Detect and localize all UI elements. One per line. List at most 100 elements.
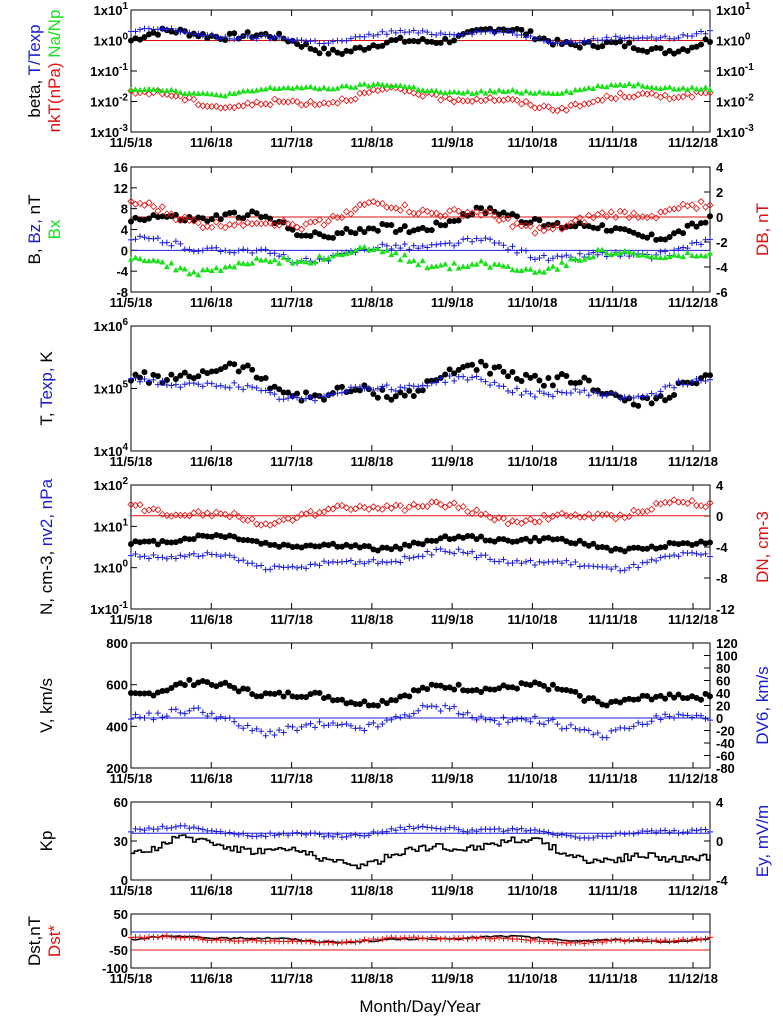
data-point — [217, 713, 224, 720]
data-point — [594, 938, 601, 945]
data-point — [258, 562, 265, 569]
data-point — [140, 201, 149, 209]
data-point — [284, 514, 292, 522]
data-point — [554, 36, 561, 43]
data-point — [639, 559, 646, 566]
data-point — [374, 80, 381, 87]
data-point — [338, 230, 345, 237]
data-point — [401, 251, 408, 258]
data-point — [410, 242, 417, 249]
data-point — [356, 701, 363, 708]
data-point — [365, 89, 373, 97]
data-point — [249, 87, 256, 94]
data-point — [603, 34, 610, 41]
data-point — [702, 378, 709, 385]
data-point — [352, 700, 359, 707]
data-point — [217, 222, 225, 230]
data-point — [531, 229, 539, 237]
data-point — [190, 380, 197, 387]
data-point — [338, 50, 345, 57]
data-point — [333, 99, 342, 107]
y-tick-label: 60 — [114, 795, 128, 810]
data-point — [163, 26, 170, 33]
data-point — [244, 260, 251, 267]
data-point — [630, 561, 637, 568]
data-point — [280, 254, 287, 261]
data-point — [361, 833, 368, 840]
data-point — [329, 98, 337, 106]
data-point — [684, 937, 691, 944]
data-point — [388, 697, 395, 704]
data-point — [217, 35, 224, 42]
data-point — [558, 389, 565, 396]
data-point — [415, 707, 422, 714]
series-2 — [128, 932, 713, 947]
data-point — [280, 35, 287, 42]
y-tick-label: 1x100 — [94, 32, 129, 49]
data-point — [576, 537, 583, 544]
data-point — [639, 251, 646, 258]
data-point — [217, 216, 224, 223]
data-point — [648, 938, 655, 945]
data-point — [271, 731, 278, 738]
data-point — [244, 362, 251, 369]
data-point — [163, 239, 170, 246]
data-point — [329, 719, 336, 726]
data-point — [576, 389, 583, 396]
data-point — [455, 681, 462, 688]
data-point — [208, 215, 215, 222]
data-point — [406, 823, 413, 830]
data-point — [469, 532, 476, 539]
data-point — [536, 34, 543, 41]
data-point — [545, 257, 552, 264]
data-point — [554, 558, 561, 565]
data-point — [648, 556, 655, 563]
series-2 — [128, 25, 713, 47]
data-point — [249, 727, 256, 734]
data-point — [419, 206, 427, 214]
data-point — [306, 507, 315, 515]
data-point — [419, 243, 426, 250]
x-tick-label: 11/10/18 — [507, 971, 557, 986]
data-point — [585, 211, 593, 220]
data-point — [235, 35, 242, 42]
data-point — [410, 710, 417, 717]
data-point — [325, 722, 332, 729]
panel-7: 11/5/18 11/6/18 11/7/18 11/8/18 11/9/18 11/10… — [25, 907, 718, 986]
data-point — [630, 723, 637, 730]
x-tick-label: 11/10/18 — [507, 295, 557, 310]
data-point — [451, 88, 458, 95]
panels-group: 11/5/18 11/6/18 11/7/18 11/8/18 11/9/18 11/10… — [25, 1, 772, 986]
data-point — [666, 691, 673, 698]
data-point — [249, 384, 256, 391]
data-point — [397, 27, 404, 34]
data-point — [518, 31, 525, 38]
data-point — [442, 35, 449, 42]
data-point — [526, 222, 535, 230]
data-point — [693, 376, 700, 383]
data-point — [689, 33, 696, 40]
data-point — [446, 39, 453, 46]
data-point — [621, 938, 628, 945]
data-point — [226, 682, 233, 689]
data-point — [558, 535, 565, 542]
data-point — [469, 687, 476, 694]
data-point — [460, 31, 467, 38]
data-point — [473, 261, 480, 267]
data-point — [168, 934, 175, 941]
data-point — [576, 39, 583, 46]
data-point — [441, 212, 449, 220]
data-point — [495, 514, 503, 522]
data-point — [334, 37, 341, 44]
data-point — [249, 366, 256, 373]
right-y-tick-label: 100 — [716, 649, 738, 664]
data-point — [378, 199, 386, 208]
data-point — [177, 372, 184, 379]
data-point — [549, 39, 556, 46]
data-point — [226, 829, 233, 836]
data-point — [630, 544, 637, 551]
data-point — [289, 516, 297, 525]
data-point — [387, 504, 395, 512]
data-point — [217, 533, 224, 540]
data-point — [630, 82, 637, 89]
